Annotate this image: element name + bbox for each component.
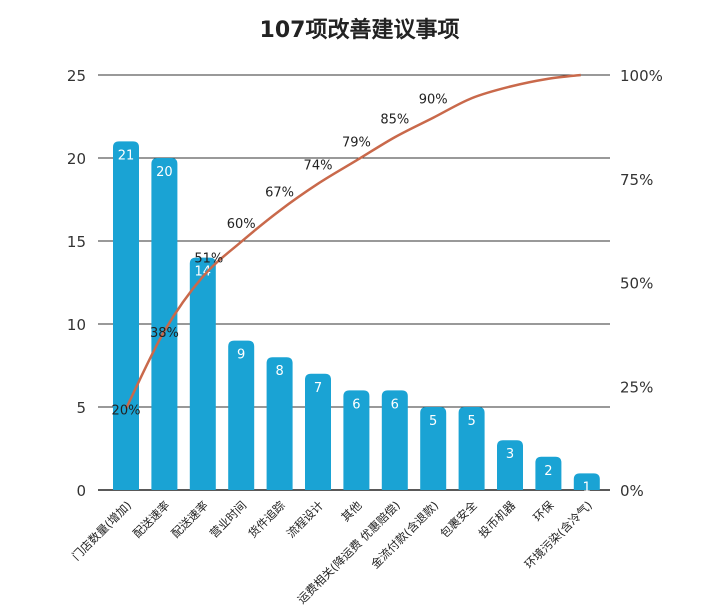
x-tick-label: 投币机器	[476, 498, 519, 541]
cumulative-percent-label: 90%	[419, 93, 448, 108]
bar	[266, 357, 293, 490]
x-tick-label: 环境污染(含冷气)	[522, 498, 595, 571]
x-tick-label: 门店数量(增加)	[69, 498, 134, 563]
bar-value-label: 9	[237, 348, 245, 363]
cumulative-line	[124, 73, 581, 410]
cumulative-percent-label: 67%	[265, 186, 294, 201]
bar-value-label: 7	[314, 381, 322, 396]
bar	[228, 340, 255, 490]
bar-value-label: 5	[467, 414, 475, 429]
x-tick-label: 流程设计	[284, 498, 327, 541]
bar	[573, 473, 600, 490]
x-tick-label: 货件追踪	[245, 498, 288, 541]
y2-tick-label: 100%	[620, 67, 663, 85]
bar	[420, 407, 447, 490]
x-tick-label: 其他	[338, 498, 365, 525]
bar-value-label: 1	[583, 480, 591, 495]
bar	[535, 456, 562, 490]
x-tick-label: 营业时间	[207, 498, 249, 540]
bar-value-label: 8	[275, 364, 283, 379]
bar-value-label: 21	[118, 148, 135, 163]
y2-tick-label: 0%	[620, 482, 644, 500]
cumulative-percent-label: 51%	[194, 252, 223, 267]
y-tick-label: 15	[67, 233, 86, 251]
bar	[189, 257, 216, 490]
y-tick-label: 25	[67, 67, 86, 85]
y2-tick-label: 25%	[620, 378, 653, 396]
bar	[381, 390, 408, 490]
y-tick-label: 0	[76, 482, 86, 500]
bar-value-label: 14	[195, 265, 212, 280]
bar-value-label: 3	[506, 447, 514, 462]
cumulative-percent-label: 60%	[227, 217, 256, 232]
bar	[497, 440, 523, 490]
x-tick-label: 配送速率	[130, 498, 172, 540]
cumulative-percent-label: 38%	[150, 326, 179, 341]
bar-value-label: 5	[429, 414, 437, 429]
y-tick-label: 20	[67, 150, 86, 168]
bar	[113, 141, 139, 490]
y2-tick-label: 50%	[620, 275, 653, 293]
cumulative-percent-label: 85%	[380, 112, 409, 127]
bar-value-label: 6	[391, 397, 399, 412]
chart-title: 107项改善建议事项	[259, 18, 460, 43]
bar	[343, 390, 370, 490]
cumulative-percent-label: 20%	[112, 404, 141, 419]
bar-value-label: 6	[352, 397, 360, 412]
bar	[458, 407, 485, 490]
cumulative-percent-label: 79%	[342, 135, 371, 150]
bar	[151, 158, 178, 490]
cumulative-percent-label: 74%	[304, 159, 333, 174]
y-tick-label: 5	[76, 399, 86, 417]
bar-value-label: 2	[544, 464, 552, 479]
x-tick-label: 金流付款(含退款)	[368, 498, 441, 571]
y-tick-label: 10	[67, 316, 86, 334]
y2-tick-label: 75%	[620, 171, 653, 189]
x-tick-label: 包裹安全	[437, 498, 480, 541]
x-tick-label: 环保	[530, 498, 557, 525]
bar-value-label: 20	[156, 165, 173, 180]
bar	[305, 373, 331, 490]
x-tick-label: 配送速率	[168, 498, 210, 540]
